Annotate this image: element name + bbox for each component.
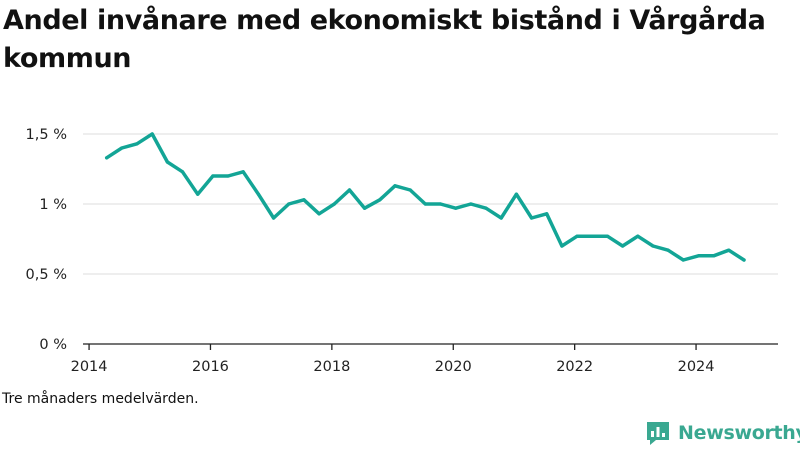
data-point — [105, 156, 109, 160]
data-point — [135, 142, 139, 146]
x-tick-label: 2022 — [556, 359, 593, 375]
brand-name: Newsworthy — [678, 422, 800, 444]
data-point — [590, 234, 594, 238]
data-point — [469, 202, 473, 206]
y-tick-label: 0 % — [39, 337, 67, 353]
data-point — [696, 254, 701, 258]
data-point — [226, 174, 230, 178]
brand-logo[interactable]: Newsworthy — [645, 420, 800, 446]
data-point — [423, 202, 427, 206]
data-point — [332, 202, 336, 206]
data-point — [529, 216, 534, 220]
data-point — [363, 206, 367, 210]
x-tick-label: 2014 — [71, 359, 108, 375]
data-point — [651, 244, 655, 248]
data-point — [393, 184, 397, 188]
data-point — [150, 132, 154, 136]
chart-title: Andel invånare med ekonomiskt bistånd i … — [3, 5, 766, 74]
data-point — [621, 244, 625, 248]
series-layer — [104, 132, 746, 262]
data-point — [454, 206, 458, 210]
data-point — [317, 212, 321, 216]
y-tick-label: 0,5 % — [26, 267, 67, 283]
data-point — [211, 174, 215, 178]
data-point — [681, 258, 685, 262]
data-point — [727, 248, 731, 252]
newsworthy-logo-icon — [647, 422, 669, 445]
data-point — [438, 202, 443, 206]
x-tick-label: 2024 — [678, 359, 715, 375]
data-point — [120, 146, 124, 150]
data-point — [241, 170, 245, 174]
data-point — [742, 258, 746, 262]
data-point — [560, 244, 564, 248]
data-point — [180, 170, 185, 174]
series-line — [104, 132, 746, 262]
data-point — [378, 198, 382, 202]
axes: 0 % 0,5 % 1 % 1,5 % 2014 2016 2018 2020 2022 2024 — [26, 127, 778, 375]
data-point — [575, 234, 579, 238]
y-tick-label: 1,5 % — [26, 127, 67, 143]
data-point — [605, 234, 610, 238]
x-tick-label: 2020 — [435, 359, 472, 375]
x-tick-label: 2018 — [313, 359, 350, 375]
data-point — [256, 192, 261, 196]
data-point — [165, 160, 169, 164]
data-point — [302, 198, 306, 202]
data-point — [636, 234, 640, 238]
data-point — [712, 254, 716, 258]
data-point — [287, 202, 291, 206]
data-point — [545, 212, 549, 216]
data-point — [271, 216, 276, 220]
data-point — [514, 192, 518, 196]
chart-caption: Tre månaders medelvärden. — [2, 391, 199, 407]
data-point — [484, 206, 488, 210]
data-point — [347, 188, 352, 192]
data-point — [408, 188, 412, 192]
data-point — [666, 248, 670, 252]
x-tick-label: 2016 — [192, 359, 229, 375]
data-point — [499, 216, 503, 220]
data-point — [196, 192, 200, 196]
y-tick-label: 1 % — [39, 197, 67, 213]
